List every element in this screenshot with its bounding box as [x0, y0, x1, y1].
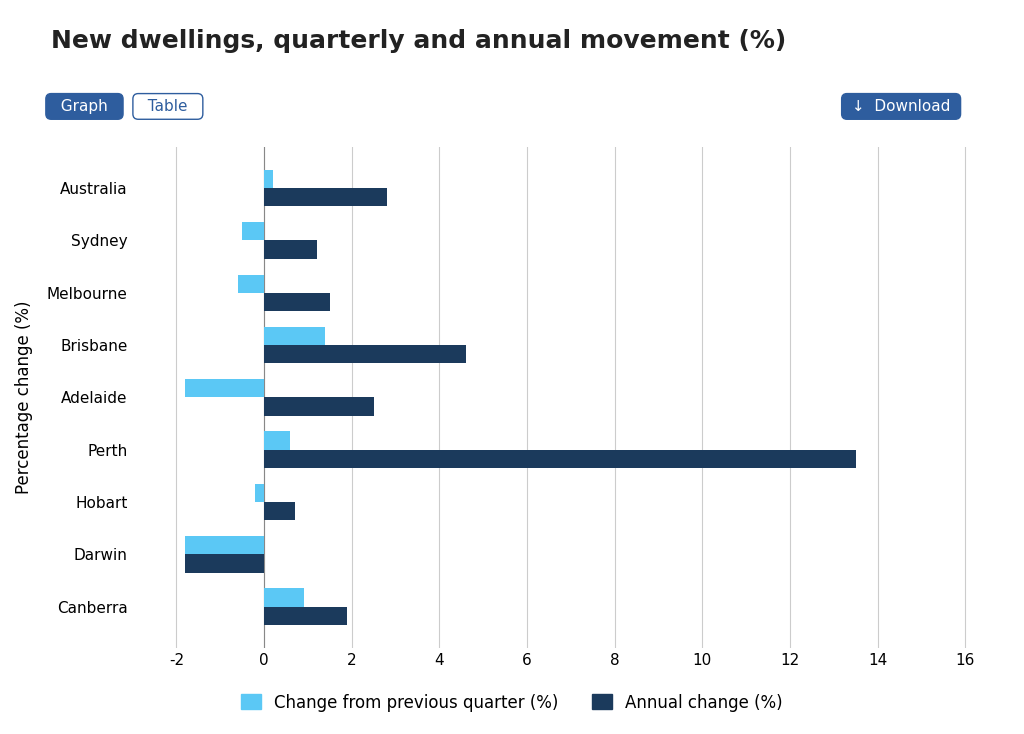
Bar — [264, 502, 295, 520]
Bar — [238, 275, 264, 293]
Bar — [185, 554, 264, 573]
Bar — [255, 484, 264, 502]
Bar — [264, 327, 326, 345]
Bar — [264, 188, 387, 206]
Legend: Change from previous quarter (%), Annual change (%): Change from previous quarter (%), Annual… — [234, 687, 790, 719]
Text: Graph: Graph — [51, 99, 118, 114]
Bar — [264, 397, 374, 415]
Bar — [264, 293, 330, 311]
Bar — [264, 241, 316, 259]
Bar — [242, 222, 264, 241]
Y-axis label: Percentage change (%): Percentage change (%) — [15, 301, 33, 494]
Text: Table: Table — [138, 99, 198, 114]
Bar — [185, 379, 264, 397]
Bar — [264, 450, 856, 468]
Bar — [185, 536, 264, 554]
Bar — [264, 345, 466, 363]
Bar — [264, 589, 303, 607]
Bar — [264, 170, 272, 188]
Text: ↓  Download: ↓ Download — [847, 99, 955, 114]
Bar — [264, 607, 347, 625]
Text: New dwellings, quarterly and annual movement (%): New dwellings, quarterly and annual move… — [51, 29, 786, 54]
Bar — [264, 432, 291, 450]
